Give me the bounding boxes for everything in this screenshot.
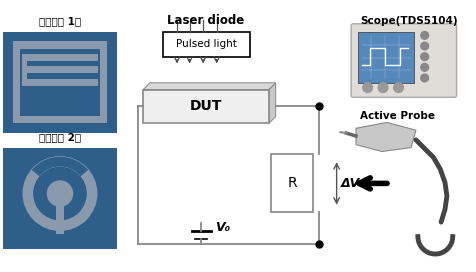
Circle shape <box>34 168 86 220</box>
FancyBboxPatch shape <box>350 24 456 97</box>
Bar <box>20 49 99 116</box>
Text: Scope(TDS5104): Scope(TDS5104) <box>359 16 456 26</box>
Circle shape <box>377 83 387 92</box>
Circle shape <box>420 63 427 71</box>
Text: V₀: V₀ <box>214 221 229 234</box>
Bar <box>22 66 98 73</box>
Text: 전극패턴 2안: 전극패턴 2안 <box>39 132 81 142</box>
Circle shape <box>420 32 427 39</box>
Bar <box>22 54 98 61</box>
Bar <box>357 32 413 83</box>
Bar <box>22 54 27 86</box>
Polygon shape <box>143 83 275 89</box>
Text: R: R <box>287 177 297 190</box>
Text: 전극패턴 1안: 전극패턴 1안 <box>39 16 81 26</box>
Circle shape <box>420 74 427 82</box>
Text: Laser diode: Laser diode <box>167 14 244 27</box>
Bar <box>162 32 249 57</box>
Circle shape <box>23 157 97 230</box>
Circle shape <box>420 53 427 61</box>
Text: ΔV: ΔV <box>340 177 359 190</box>
Bar <box>56 206 64 234</box>
Text: DUT: DUT <box>189 100 222 113</box>
Bar <box>270 154 313 212</box>
Circle shape <box>362 83 372 92</box>
Bar <box>3 148 117 249</box>
Polygon shape <box>355 122 415 152</box>
Text: Active Probe: Active Probe <box>359 111 434 121</box>
Bar <box>12 41 107 123</box>
Bar <box>22 79 98 86</box>
Circle shape <box>420 42 427 50</box>
Polygon shape <box>268 83 275 123</box>
Bar <box>143 89 268 123</box>
Polygon shape <box>32 157 88 176</box>
Bar <box>3 32 117 133</box>
Text: Pulsed light: Pulsed light <box>175 39 236 49</box>
Circle shape <box>47 181 72 206</box>
Circle shape <box>393 83 403 92</box>
